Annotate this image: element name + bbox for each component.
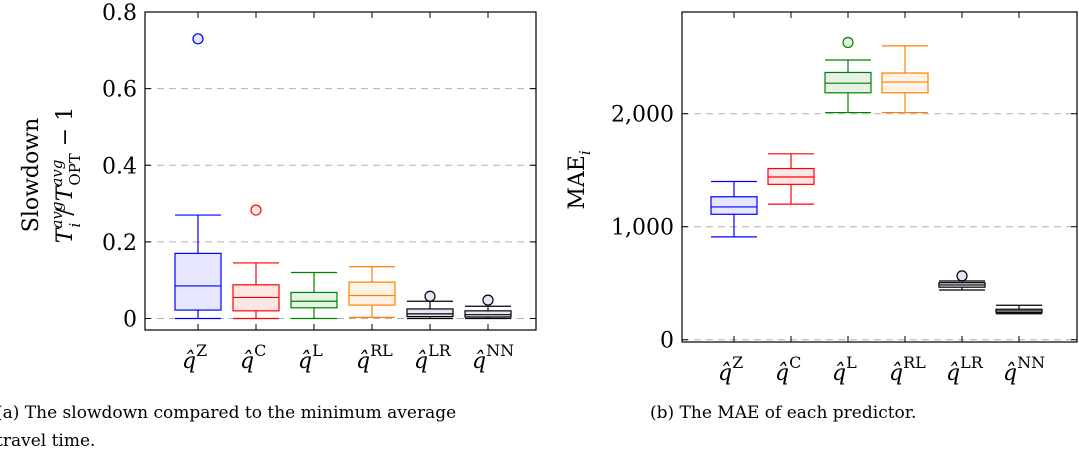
box-LR — [406, 290, 454, 320]
caption-a-line2: travel time. — [0, 431, 95, 451]
x-tick-label: q̂C — [775, 353, 801, 386]
y-ticks-a: 0 0.2 0.4 0.6 0.8 — [102, 1, 536, 333]
x-tick-label: q̂Z — [182, 341, 207, 374]
box-RL — [348, 266, 396, 318]
x-tick-label: q̂Z — [718, 353, 743, 386]
y-tick-label: 0.4 — [102, 154, 137, 179]
x-tick-label: q̂RL — [356, 341, 393, 374]
y-tick-label: 0 — [660, 329, 674, 354]
panel-a: 0 0.2 0.4 0.6 0.8 q̂Z q̂C q̂L q̂RL q̂LR q̂NN Slow… — [0, 1, 537, 451]
box-L — [290, 271, 338, 320]
y-axis-label-b: MAEi — [565, 150, 594, 209]
caption-a-line1: (a) The slowdown compared to the minimum… — [0, 403, 456, 423]
panel-b: 0 1,000 2,000 q̂Z q̂C q̂L q̂RL q̂LR q̂NN MAEi (… — [565, 11, 1078, 423]
y-tick-label: 0.8 — [102, 1, 137, 26]
caption-b: (b) The MAE of each predictor. — [650, 403, 916, 423]
outlier-point — [192, 33, 204, 45]
box-C — [232, 204, 280, 320]
x-tick-label: q̂L — [832, 353, 857, 386]
y-tick-label: 0.6 — [102, 78, 137, 103]
box-iqr — [464, 310, 512, 318]
x-tick-label: q̂L — [298, 341, 323, 374]
boxes-a — [174, 33, 512, 320]
x-tick-label: q̂NN — [472, 341, 514, 374]
box-LR — [938, 270, 986, 291]
y-tick-label: 0 — [123, 308, 137, 333]
plot-frame-b — [681, 11, 1078, 343]
box-iqr — [174, 252, 222, 311]
x-tick-label: q̂RL — [889, 353, 926, 386]
outlier-point — [842, 36, 854, 49]
box-NN — [995, 304, 1043, 315]
y-label-a-line1: Slowdown — [19, 118, 44, 233]
box-iqr — [348, 281, 396, 306]
x-tick-label: q̂C — [240, 341, 266, 374]
boxes-b — [710, 36, 1043, 315]
x-tick-label: q̂LR — [414, 341, 452, 374]
y-tick-label: 2,000 — [611, 103, 674, 128]
box-Z — [174, 33, 222, 320]
x-ticks-b: q̂Z q̂C q̂L q̂RL q̂LR q̂NN — [718, 12, 1045, 386]
x-tick-label: q̂NN — [1003, 353, 1045, 386]
grid-lines-b — [682, 113, 1077, 341]
outlier-point — [250, 204, 262, 216]
outlier-point — [424, 290, 436, 302]
box-iqr — [881, 72, 929, 94]
y-ticks-b: 0 1,000 2,000 — [611, 103, 1077, 354]
box-iqr — [406, 308, 454, 318]
box-iqr — [290, 291, 338, 309]
box-iqr — [710, 196, 758, 215]
x-ticks-a: q̂Z q̂C q̂L q̂RL q̂LR q̂NN — [182, 12, 514, 374]
y-tick-label: 1,000 — [611, 216, 674, 241]
y-label-a-line2: Tavgi / TavgOPT − 1 — [48, 107, 84, 243]
box-RL — [881, 45, 929, 114]
outlier-point — [482, 294, 494, 306]
y-tick-label: 0.2 — [102, 231, 137, 256]
y-label-b: MAEi — [565, 150, 594, 209]
plot-frame-a — [144, 11, 537, 331]
y-axis-label-a-formula: Tavgi / TavgOPT − 1 — [48, 107, 84, 243]
box-Z — [710, 180, 758, 238]
x-tick-label: q̂LR — [946, 353, 984, 386]
outlier-point — [956, 270, 968, 282]
box-NN — [464, 294, 512, 320]
box-C — [767, 153, 815, 205]
y-axis-label-a: Slowdown — [19, 118, 44, 233]
box-L — [824, 36, 872, 114]
